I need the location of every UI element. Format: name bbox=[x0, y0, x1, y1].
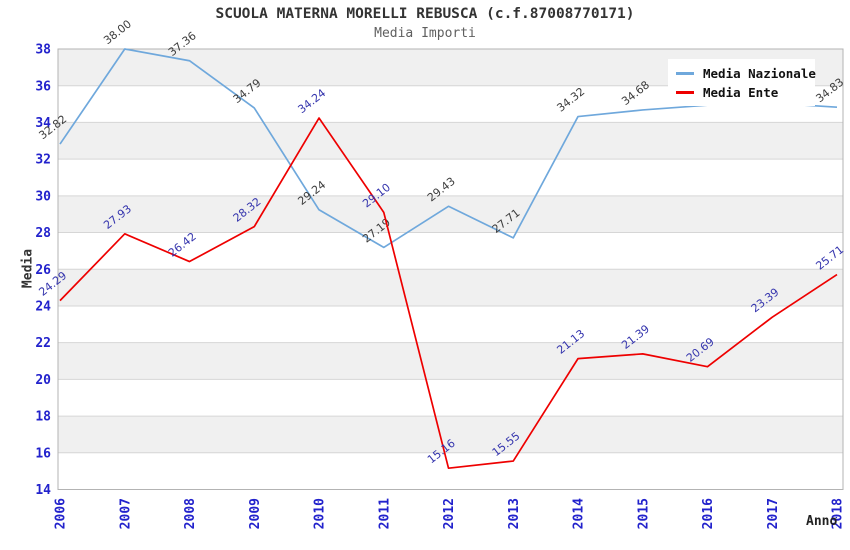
x-tick-label: 2018 bbox=[831, 498, 846, 529]
series-line-media-ente bbox=[59, 117, 838, 470]
legend-line-swatch-ente bbox=[676, 91, 694, 94]
x-tick-label: 2007 bbox=[118, 498, 133, 529]
y-axis-tick-labels: 14 16 18 20 22 24 26 28 30 32 34 36 38 bbox=[35, 43, 51, 498]
legend: Media Nazionale Media Ente bbox=[668, 59, 816, 106]
x-tick-label: 2006 bbox=[54, 498, 69, 529]
x-tick-label: 2008 bbox=[183, 498, 198, 529]
x-axis-tick-labels: 2006 2007 2008 2009 2010 2011 2012 2013 2014 2015… bbox=[54, 498, 846, 529]
y-tick-label: 26 bbox=[35, 263, 51, 278]
y-tick-label: 32 bbox=[35, 153, 51, 168]
x-tick-label: 2009 bbox=[248, 498, 263, 529]
y-tick-label: 38 bbox=[35, 43, 51, 58]
chart-title: SCUOLA MATERNA MORELLI REBUSCA (c.f.8700… bbox=[215, 6, 635, 22]
y-tick-label: 18 bbox=[35, 410, 51, 425]
legend-line-swatch-nazionale bbox=[676, 72, 694, 75]
y-axis-title: Media bbox=[20, 248, 36, 289]
x-tick-label: 2010 bbox=[313, 498, 328, 529]
chart-subtitle: Media Importi bbox=[374, 26, 476, 41]
y-tick-label: 16 bbox=[35, 446, 51, 461]
y-tick-label: 34 bbox=[35, 116, 51, 131]
y-tick-label: 36 bbox=[35, 79, 51, 94]
plot-border bbox=[57, 48, 844, 490]
legend-label-ente: Media Ente bbox=[703, 85, 779, 100]
y-tick-label: 30 bbox=[35, 189, 51, 204]
legend-item-media-nazionale: Media Nazionale bbox=[676, 64, 816, 83]
point-label: 38.00 bbox=[101, 17, 134, 47]
y-tick-label: 22 bbox=[35, 336, 51, 351]
y-tick-label: 24 bbox=[35, 300, 51, 315]
x-tick-label: 2016 bbox=[701, 498, 716, 529]
x-tick-label: 2011 bbox=[377, 498, 392, 529]
x-tick-label: 2015 bbox=[636, 498, 651, 529]
y-tick-label: 20 bbox=[35, 373, 51, 388]
x-tick-label: 2017 bbox=[766, 498, 781, 529]
y-tick-label: 28 bbox=[35, 226, 51, 241]
x-axis-title: Anno bbox=[806, 514, 838, 529]
x-tick-label: 2012 bbox=[442, 498, 457, 529]
legend-item-media-ente: Media Ente bbox=[676, 83, 815, 102]
legend-label-nazionale: Media Nazionale bbox=[703, 66, 816, 81]
y-tick-label: 14 bbox=[35, 483, 51, 498]
x-tick-label: 2013 bbox=[507, 498, 522, 529]
x-tick-label: 2014 bbox=[572, 498, 587, 529]
